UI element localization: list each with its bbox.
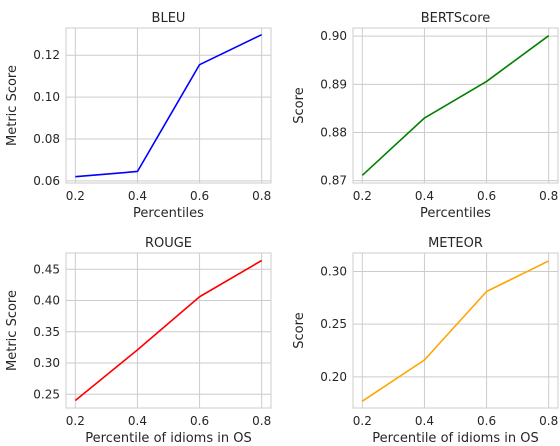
plot-frame (65, 27, 272, 184)
y-axis-label: Score (292, 312, 307, 348)
x-tick-label: 0.2 (66, 189, 85, 203)
x-tick-label: 0.8 (539, 189, 558, 203)
x-tick-label: 0.8 (252, 189, 271, 203)
x-tick-label: 0.8 (252, 414, 271, 428)
subplot-1: 0.2 0.4 0.6 0.8 0.87 0.88 0.89 0.90 BERTScore Per… (292, 11, 559, 221)
series-line (361, 260, 550, 402)
y-tick-label: 0.25 (33, 387, 60, 401)
y-tick-label: 0.45 (33, 262, 60, 276)
x-tick-label: 0.4 (415, 189, 434, 203)
x-tick-label: 0.2 (66, 414, 85, 428)
y-tick-label: 0.89 (320, 77, 347, 91)
x-axis-label: Percentiles (420, 206, 491, 221)
subplot-3: 0.2 0.4 0.6 0.8 0.20 0.25 0.30 METEOR Percentile… (292, 236, 559, 446)
y-axis-label: Score (292, 87, 307, 123)
x-tick-label: 0.2 (353, 189, 372, 203)
x-axis-label: Percentiles (133, 206, 204, 221)
plot-frame (65, 252, 272, 409)
y-tick-label: 0.20 (320, 370, 347, 384)
x-tick-label: 0.2 (353, 414, 372, 428)
x-tick-label: 0.6 (190, 414, 209, 428)
chart-title: BLEU (152, 11, 186, 26)
chart-title: BERTScore (421, 11, 491, 26)
x-tick-label: 0.6 (477, 414, 496, 428)
x-tick-label: 0.4 (128, 189, 147, 203)
x-tick-label: 0.6 (190, 189, 209, 203)
chart-title: ROUGE (145, 236, 192, 251)
y-tick-label: 0.35 (33, 325, 60, 339)
y-axis-label: Metric Score (5, 65, 20, 146)
series-line (74, 259, 263, 402)
y-tick-label: 0.08 (33, 132, 60, 146)
y-tick-label: 0.90 (320, 29, 347, 43)
subplot-2: 0.2 0.4 0.6 0.8 0.25 0.30 0.35 0.40 0.45 ROUGE Per… (5, 236, 272, 446)
y-tick-label: 0.12 (33, 48, 60, 62)
y-tick-label: 0.10 (33, 90, 60, 104)
y-tick-label: 0.25 (320, 317, 347, 331)
y-tick-label: 0.30 (320, 264, 347, 278)
chart-title: METEOR (428, 236, 483, 251)
x-axis-label: Percentile of idioms in OS (372, 431, 538, 446)
x-tick-label: 0.4 (415, 414, 434, 428)
y-tick-label: 0.30 (33, 356, 60, 370)
series-line (75, 33, 263, 178)
x-axis-label: Percentile of idioms in OS (85, 431, 251, 446)
y-axis-label: Metric Score (5, 290, 20, 371)
y-tick-label: 0.40 (33, 294, 60, 308)
x-tick-label: 0.4 (128, 414, 147, 428)
plot-frame (352, 252, 559, 409)
y-tick-label: 0.88 (320, 125, 347, 139)
series-line (361, 35, 550, 176)
x-tick-label: 0.6 (477, 189, 496, 203)
plot-frame (352, 27, 559, 184)
y-tick-label: 0.06 (33, 174, 60, 188)
subplot-0: 0.2 0.4 0.6 0.8 0.06 0.08 0.10 0.12 BLEU Percenti… (5, 11, 272, 221)
y-tick-label: 0.87 (320, 174, 347, 188)
x-tick-label: 0.8 (539, 414, 558, 428)
